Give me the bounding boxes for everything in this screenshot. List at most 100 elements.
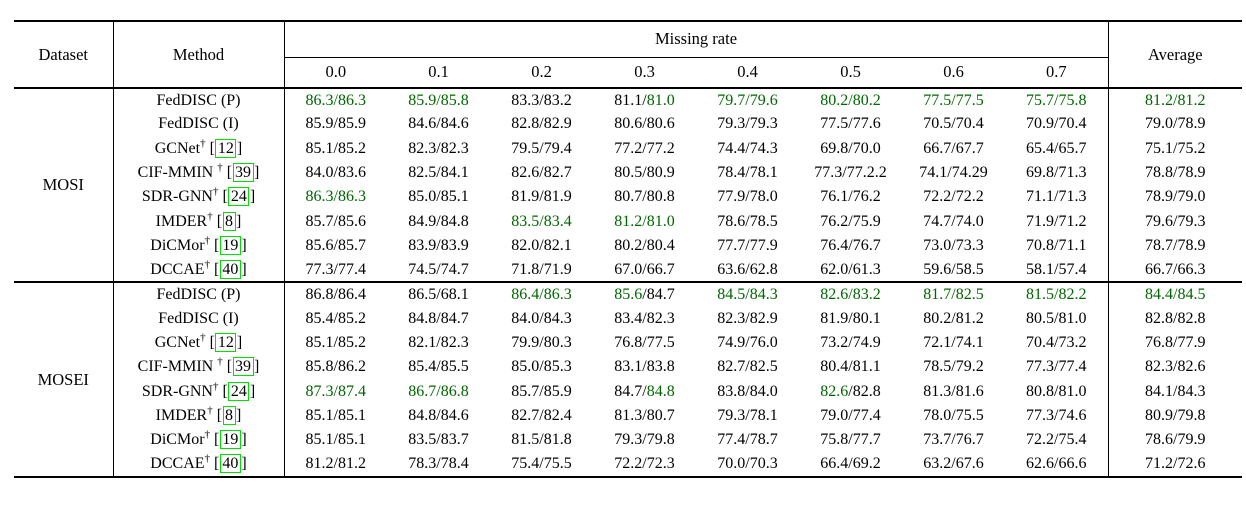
score-cell: 66.4/69.2 xyxy=(820,455,881,473)
citation-ref: 12 xyxy=(215,333,237,353)
table-row: SDR-GNN† [24] 86.3/86.3 85.0/85.1 81.9/81.9… xyxy=(14,185,1242,210)
score-cell: 75.4/75.5 xyxy=(511,455,572,473)
score-cell: 79.3/79.8 xyxy=(614,431,675,449)
score-cell: 77.7/77.9 xyxy=(717,236,778,254)
score-cell: 86.7/86.8 xyxy=(408,382,469,400)
score-cell: 78.3/78.4 xyxy=(408,455,469,473)
citation-ref: 19 xyxy=(219,430,241,450)
score-cell: 82.6/82.8 xyxy=(820,382,881,400)
score-cell: 80.5/81.0 xyxy=(1005,306,1109,331)
score-cell: 71.9/71.2 xyxy=(1005,209,1109,234)
method-name: SDR-GNN† [24] xyxy=(113,379,285,404)
score-cell: 77.2/77.2 xyxy=(614,139,675,157)
score-cell: 85.1/85.1 xyxy=(305,431,366,449)
method-name: FedDISC (P) xyxy=(113,88,285,113)
dagger-mark: † xyxy=(212,380,219,393)
score-cell: 81.7/82.5 xyxy=(902,281,1005,307)
dataset-column-header: Dataset xyxy=(14,21,114,89)
method-name: GCNet† [12] xyxy=(113,330,285,356)
score-cell: 81.3/80.7 xyxy=(614,407,675,424)
table-row: SDR-GNN† [24] 87.3/87.4 86.7/86.8 85.7/85.9… xyxy=(14,379,1242,404)
score-cell: 81.2/81.2 xyxy=(305,455,366,473)
score-cell: 85.0/85.1 xyxy=(408,188,469,206)
table-body: MOSI FedDISC (P) 86.3/86.3 85.9/85.8 83.3/83… xyxy=(14,88,1242,477)
score-cell: 77.3/77.4 xyxy=(1005,355,1109,380)
dagger-mark: † xyxy=(212,186,219,198)
dagger-mark: † xyxy=(204,258,211,271)
score-cell: 69.8/70.0 xyxy=(820,139,881,157)
average-value-cell: 78.8/78.9 xyxy=(1145,164,1206,182)
score-cell: 82.5/84.1 xyxy=(408,164,469,182)
score-cell: 87.3/87.4 xyxy=(305,382,366,400)
dagger-mark: † xyxy=(217,356,223,369)
method-name: GCNet† [12] xyxy=(113,136,285,161)
average-value-cell: 66.7/66.3 xyxy=(1145,260,1206,278)
method-name: CIF-MMIN † [39] xyxy=(113,355,285,380)
score-cell: 83.5/83.7 xyxy=(408,431,469,449)
score-cell: 78.5/79.2 xyxy=(923,358,984,376)
average-value-cell: 79.6/79.3 xyxy=(1145,212,1206,230)
average-value-cell: 80.9/79.8 xyxy=(1145,407,1206,424)
dagger-mark: † xyxy=(200,137,206,150)
score-cell: 77.3/77.2.2 xyxy=(814,164,887,182)
score-cell: 86.5/68.1 xyxy=(387,281,490,307)
score-cell: 85.4/85.2 xyxy=(305,309,366,327)
table-row: IMDER† [8] 85.7/85.6 84.9/84.8 83.5/83.4 81.… xyxy=(14,209,1242,234)
score-cell: 74.7/74.0 xyxy=(923,212,984,230)
citation-ref: 40 xyxy=(219,259,241,279)
dataset-label: MOSEI xyxy=(14,281,114,477)
score-cell: 84.0/83.6 xyxy=(305,164,366,182)
table-row: CIF-MMIN † [39] 84.0/83.6 82.5/84.1 82.6/82… xyxy=(14,160,1242,186)
score-cell: 70.4/73.2 xyxy=(1005,330,1109,356)
score-cell: 82.8/82.9 xyxy=(511,115,572,133)
score-cell: 69.8/71.3 xyxy=(1005,160,1109,186)
score-cell: 81.2/81.0 xyxy=(614,212,675,230)
average-column-header: Average xyxy=(1108,21,1242,89)
method-name: CIF-MMIN † [39] xyxy=(113,160,285,186)
score-cell: 66.7/67.7 xyxy=(923,139,984,157)
score-cell: 62.6/66.6 xyxy=(1005,452,1109,477)
score-cell: 77.5/77.6 xyxy=(820,115,881,133)
citation-ref: 12 xyxy=(215,138,237,158)
average-value-cell: 81.2/81.2 xyxy=(1145,91,1206,109)
score-cell: 85.9/85.8 xyxy=(408,91,469,109)
score-cell: 81.5/81.8 xyxy=(511,431,572,449)
score-cell: 63.2/67.6 xyxy=(923,455,984,473)
table-row: GCNet† [12] 85.1/85.2 82.1/82.3 79.9/80.3 76… xyxy=(14,330,1242,356)
average-value-cell: 82.3/82.6 xyxy=(1145,358,1206,376)
score-cell: 84.7/84.8 xyxy=(614,382,675,400)
score-cell: 82.7/82.5 xyxy=(717,358,778,376)
dagger-mark: † xyxy=(217,161,223,174)
score-cell: 81.1/81.0 xyxy=(614,91,675,109)
score-cell: 85.0/85.3 xyxy=(511,358,572,376)
score-cell: 84.6/84.6 xyxy=(408,115,469,133)
score-cell: 80.6/80.6 xyxy=(614,115,675,133)
score-cell: 83.3/83.2 xyxy=(511,91,572,109)
score-cell: 72.2/72.2 xyxy=(923,188,984,206)
score-cell: 78.4/78.1 xyxy=(717,164,778,182)
score-cell: 75.7/75.8 xyxy=(1005,88,1109,113)
table-row: CIF-MMIN † [39] 85.8/86.2 85.4/85.5 85.0/85… xyxy=(14,355,1242,380)
score-cell: 85.9/85.9 xyxy=(305,115,366,133)
citation-ref: 8 xyxy=(222,406,236,425)
missing-rate-group-header: Missing rate xyxy=(284,21,1109,58)
rate-column-header: 0.2 xyxy=(490,57,593,89)
score-cell: 82.3/82.3 xyxy=(408,139,469,157)
score-cell: 83.5/83.4 xyxy=(511,212,572,230)
score-cell: 79.9/80.3 xyxy=(511,334,572,352)
score-cell: 74.4/74.3 xyxy=(717,139,778,157)
dagger-mark: † xyxy=(207,404,213,417)
score-cell: 71.1/71.3 xyxy=(1005,185,1109,210)
score-cell: 72.2/75.4 xyxy=(1005,428,1109,453)
score-cell: 77.4/78.7 xyxy=(717,431,778,449)
score-cell: 81.9/80.1 xyxy=(820,309,881,327)
score-cell: 72.2/72.3 xyxy=(614,455,675,473)
score-cell: 70.0/70.3 xyxy=(717,455,778,473)
score-cell: 79.7/79.6 xyxy=(717,91,778,109)
score-cell: 75.8/77.7 xyxy=(820,431,881,449)
score-cell: 85.4/85.5 xyxy=(408,358,469,376)
table-row: GCNet† [12] 85.1/85.2 82.3/82.3 79.5/79.4 77… xyxy=(14,136,1242,161)
method-name: DCCAE† [40] xyxy=(113,452,285,477)
score-cell: 84.9/84.8 xyxy=(408,212,469,230)
header-row-top: Dataset Method Missing rate Average xyxy=(14,21,1242,89)
